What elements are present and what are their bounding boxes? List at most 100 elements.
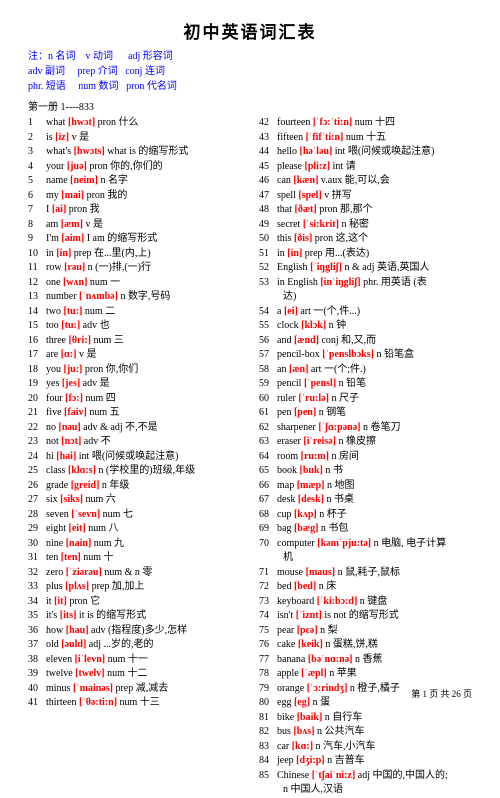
entry-number: 27 (28, 493, 46, 508)
entry-word: bed (277, 581, 294, 592)
entry-phonetic: [ˈpenslbɔks] (322, 349, 374, 360)
vocab-entry: 33plus [plʌs] prep 加,加上 (28, 580, 241, 595)
vocab-entry: 51in [in] prep 用...(表达) (259, 247, 472, 262)
entry-word: car (277, 741, 292, 752)
entry-number: 72 (259, 580, 277, 595)
entry-word: eraser (277, 436, 303, 447)
entry-word: can (277, 175, 293, 186)
entry-definition: num 四 (83, 393, 116, 404)
entry-definition: it is 的缩写形式 (76, 610, 146, 621)
entry-word: not (46, 436, 61, 447)
entry-definition: n 鼠,耗子,鼠标 (335, 567, 400, 578)
entry-definition: phr. 用英语 (表 (361, 277, 427, 288)
entry-word: bus (277, 726, 293, 737)
entry-number: 42 (259, 116, 277, 131)
entry-continuation: 机 (259, 551, 472, 566)
vocab-entry: 47spell [spel] v 拼写 (259, 189, 472, 204)
entry-phonetic: [kɑ:] (292, 741, 313, 752)
entry-number: 61 (259, 406, 277, 421)
entry-phonetic: [ˈiznt] (296, 610, 322, 621)
entry-number: 85 (259, 769, 277, 784)
vocab-entry: 83car [kɑ:] n 汽车,小汽车 (259, 740, 472, 755)
entry-definition: v 是 (69, 132, 89, 143)
vocab-entry: 56and [ænd] conj 和,又,而 (259, 334, 472, 349)
entry-phonetic: [iˈreisə] (303, 436, 336, 447)
vocab-columns: 1what [hwɔt] pron 什么2is [iz] v 是3what's … (28, 116, 472, 798)
entry-word: that (277, 204, 295, 215)
entry-phonetic: [siks] (60, 494, 83, 505)
entry-definition: pron 我 (66, 204, 99, 215)
entry-word: pear (277, 625, 297, 636)
entry-definition: adj 中国的,中国人的; (355, 770, 448, 781)
entry-number: 79 (259, 682, 277, 697)
vocab-entry: 34it [it] pron 它 (28, 595, 241, 610)
entry-number: 24 (28, 450, 46, 465)
entry-definition: prep 用...(表达) (302, 248, 369, 259)
entry-definition: n 年级 (99, 480, 129, 491)
entry-phonetic: [iˈlevn] (75, 654, 106, 665)
entry-word: in English (277, 277, 320, 288)
entry-definition: n 书 (323, 465, 343, 476)
entry-phonetic: [klɔk] (301, 320, 326, 331)
entry-phonetic: [ˈɔ:rindʒ] (307, 683, 348, 694)
vocab-entry: 59pencil [ˈpensl] n 铅笔 (259, 377, 472, 392)
vocab-entry: 22no [nəu] adv & adj 不,不是 (28, 421, 241, 436)
entry-number: 30 (28, 537, 46, 552)
entry-definition: prep 在...里(内,上) (71, 248, 150, 259)
entry-phonetic: [hau] (66, 625, 89, 636)
entry-definition: n 香蕉 (352, 654, 382, 665)
entry-word: spell (277, 190, 298, 201)
vocab-entry: 78apple [ˈæpl] n 苹果 (259, 667, 472, 682)
vocab-entry: 70computer [kəmˈpju:tə] n 电脑, 电子计算 (259, 537, 472, 552)
entry-phonetic: [wʌn] (63, 277, 87, 288)
entry-word: nine (46, 538, 66, 549)
vocab-entry: 55clock [klɔk] n 钟 (259, 319, 472, 334)
vocab-entry: 20four [fɔ:] num 四 (28, 392, 241, 407)
entry-word: and (277, 335, 294, 346)
entry-number: 25 (28, 464, 46, 479)
vocab-entry: 53in English [inˈiŋgliʃ] phr. 用英语 (表 (259, 276, 472, 291)
entry-word: my (46, 190, 61, 201)
entry-definition: prep 加,加上 (89, 581, 144, 592)
entry-definition: art 一(个,件...) (298, 306, 360, 317)
column-left: 1what [hwɔt] pron 什么2is [iz] v 是3what's … (28, 116, 241, 798)
entry-phonetic: [əuld] (61, 639, 86, 650)
vocab-entry: 49secret [ˈsi:krit] n 秘密 (259, 218, 472, 233)
entry-word: yes (46, 378, 62, 389)
vocab-entry: 35it's [its] it is 的缩写形式 (28, 609, 241, 624)
vocab-entry: 46can [kæn] v.aux 能,可以,会 (259, 174, 472, 189)
entry-number: 65 (259, 464, 277, 479)
entry-definition: n 铅笔 (336, 378, 366, 389)
entry-phonetic: [iz] (55, 132, 69, 143)
entry-definition: n 梨 (318, 625, 338, 636)
entry-number: 75 (259, 624, 277, 639)
entry-phonetic: [nəu] (59, 422, 81, 433)
entry-definition: n 杯子 (317, 509, 347, 520)
vocab-entry: 77banana [bəˈnɑ:nə] n 香蕉 (259, 653, 472, 668)
entry-definition: n 吉普车 (325, 755, 365, 766)
vocab-entry: 9I'm [aim] I am 的缩写形式 (28, 232, 241, 247)
entry-word: number (46, 291, 79, 302)
entry-phonetic: [aim] (61, 233, 84, 244)
entry-definition: v.aux 能,可以,会 (318, 175, 389, 186)
entry-number: 44 (259, 145, 277, 160)
entry-definition: num 六 (83, 494, 116, 505)
entry-word: computer (277, 538, 317, 549)
entry-word: cup (277, 509, 294, 520)
entry-phonetic: [ˈtʃaiˈni:z] (312, 770, 356, 781)
entry-number: 23 (28, 435, 46, 450)
entry-word: is (46, 132, 55, 143)
vocab-entry: 67desk [desk] n 书桌 (259, 493, 472, 508)
entry-phonetic: [baik] (297, 712, 323, 723)
entry-word: fifteen (277, 132, 306, 143)
entry-word: your (46, 161, 67, 172)
entry-definition: art 一(个;件.) (308, 364, 366, 375)
entry-number: 55 (259, 319, 277, 334)
vocab-entry: 42fourteen [ˈfɔ:ˈti:n] num 十四 (259, 116, 472, 131)
entry-number: 40 (28, 682, 46, 697)
entry-definition: n 房间 (329, 451, 359, 462)
entry-word: in (46, 248, 56, 259)
entry-phonetic: [ˈæpl] (301, 668, 327, 679)
vocab-entry: 57pencil-box [ˈpenslbɔks] n 铅笔盒 (259, 348, 472, 363)
entry-definition: num 十二 (105, 668, 148, 679)
